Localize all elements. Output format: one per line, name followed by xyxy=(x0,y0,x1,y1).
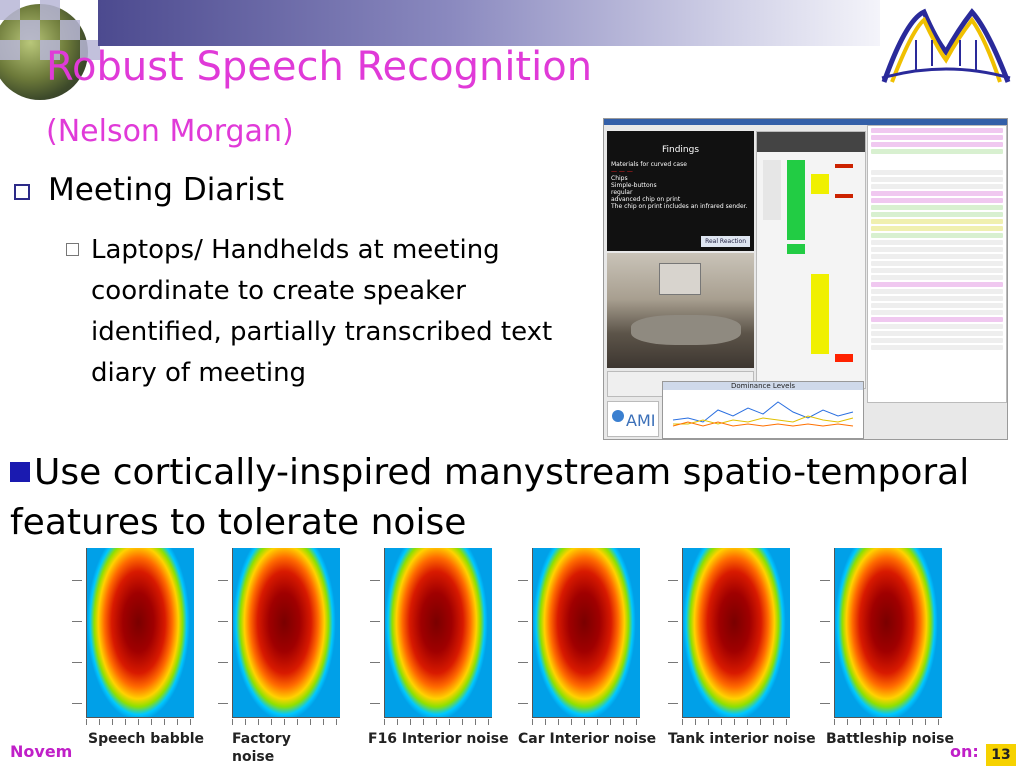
filled-square-bullet-icon xyxy=(10,462,30,482)
spectrogram-f16-interior-noise xyxy=(370,540,496,725)
spectrogram-car-interior-noise xyxy=(518,540,644,725)
timeline-column xyxy=(833,154,855,388)
speaker-avatars xyxy=(757,132,865,152)
slide-item: The chip on print includes an infrared s… xyxy=(611,203,748,210)
timeline-column xyxy=(809,154,831,388)
spectrogram-factory-noise xyxy=(218,540,344,725)
timeline-column xyxy=(761,154,783,388)
header-gradient-bar xyxy=(98,0,880,46)
presentation-slide-pane: Findings Materials for curved case — — —… xyxy=(607,131,754,251)
checker-decoration xyxy=(0,0,100,100)
slide-subtitle: (Nelson Morgan) xyxy=(46,114,294,149)
transcript-pane[interactable] xyxy=(867,125,1007,403)
spectrogram-battleship-noise xyxy=(820,540,946,725)
figure-caption: Battleship noise xyxy=(826,731,955,747)
bullet-text: Use cortically-inspired manystream spati… xyxy=(10,452,970,543)
small-square-bullet-icon xyxy=(66,243,79,256)
figure-caption: Speech babble xyxy=(88,731,205,747)
figure-caption: Factory noise xyxy=(232,731,291,765)
projection-screen xyxy=(659,263,701,295)
meeting-browser-screenshot: Findings Materials for curved case — — —… xyxy=(603,118,1008,440)
slide-heading: Findings xyxy=(661,145,700,155)
ami-logo-icon: AMI xyxy=(612,410,655,430)
slide-item: Materials for curved case xyxy=(611,161,687,168)
figure-caption: Car Interior noise xyxy=(518,731,657,747)
window-titlebar xyxy=(604,119,1007,125)
dominance-title: Dominance Levels xyxy=(663,382,863,390)
slide-title: Robust Speech Recognition xyxy=(46,44,593,90)
speaker-timeline xyxy=(756,131,866,389)
meeting-room-video xyxy=(607,253,754,368)
spectrogram-speech-babble xyxy=(72,540,198,725)
svg-text:AMI: AMI xyxy=(626,411,655,430)
page-number-badge: 13 xyxy=(986,744,1016,766)
timeline-column xyxy=(785,154,807,388)
bullet-cortical-features: Use cortically-inspired manystream spati… xyxy=(10,448,1010,548)
sub-bullet: Laptops/ Handhelds at meeting coordinate… xyxy=(66,230,566,394)
dominance-levels-chart: Dominance Levels xyxy=(662,381,864,439)
slide-item: Chips xyxy=(611,175,628,182)
figure-caption: F16 Interior noise xyxy=(368,731,509,747)
footer-date: Novem xyxy=(10,742,73,761)
spectrogram-tank-interior-noise xyxy=(668,540,794,725)
bullet-text: Meeting Diarist xyxy=(48,172,284,208)
figure-caption: Tank interior noise xyxy=(668,731,816,747)
real-reaction-button[interactable]: Real Reaction xyxy=(701,236,750,247)
sub-bullet-text: Laptops/ Handhelds at meeting coordinate… xyxy=(91,235,553,388)
slide-item: advanced chip on print xyxy=(611,196,681,203)
institution-logo-icon xyxy=(881,8,1011,83)
ami-logo: AMI xyxy=(607,401,659,437)
corner-logo xyxy=(0,0,100,100)
hollow-square-bullet-icon xyxy=(14,184,30,200)
dominance-plot xyxy=(672,401,854,427)
slide-item: regular xyxy=(611,189,633,196)
meeting-table xyxy=(631,315,741,345)
slide-item: — — — xyxy=(611,168,633,175)
bullet-meeting-diarist: Meeting Diarist xyxy=(14,172,284,208)
slide-item: Simple-buttons xyxy=(611,182,657,189)
